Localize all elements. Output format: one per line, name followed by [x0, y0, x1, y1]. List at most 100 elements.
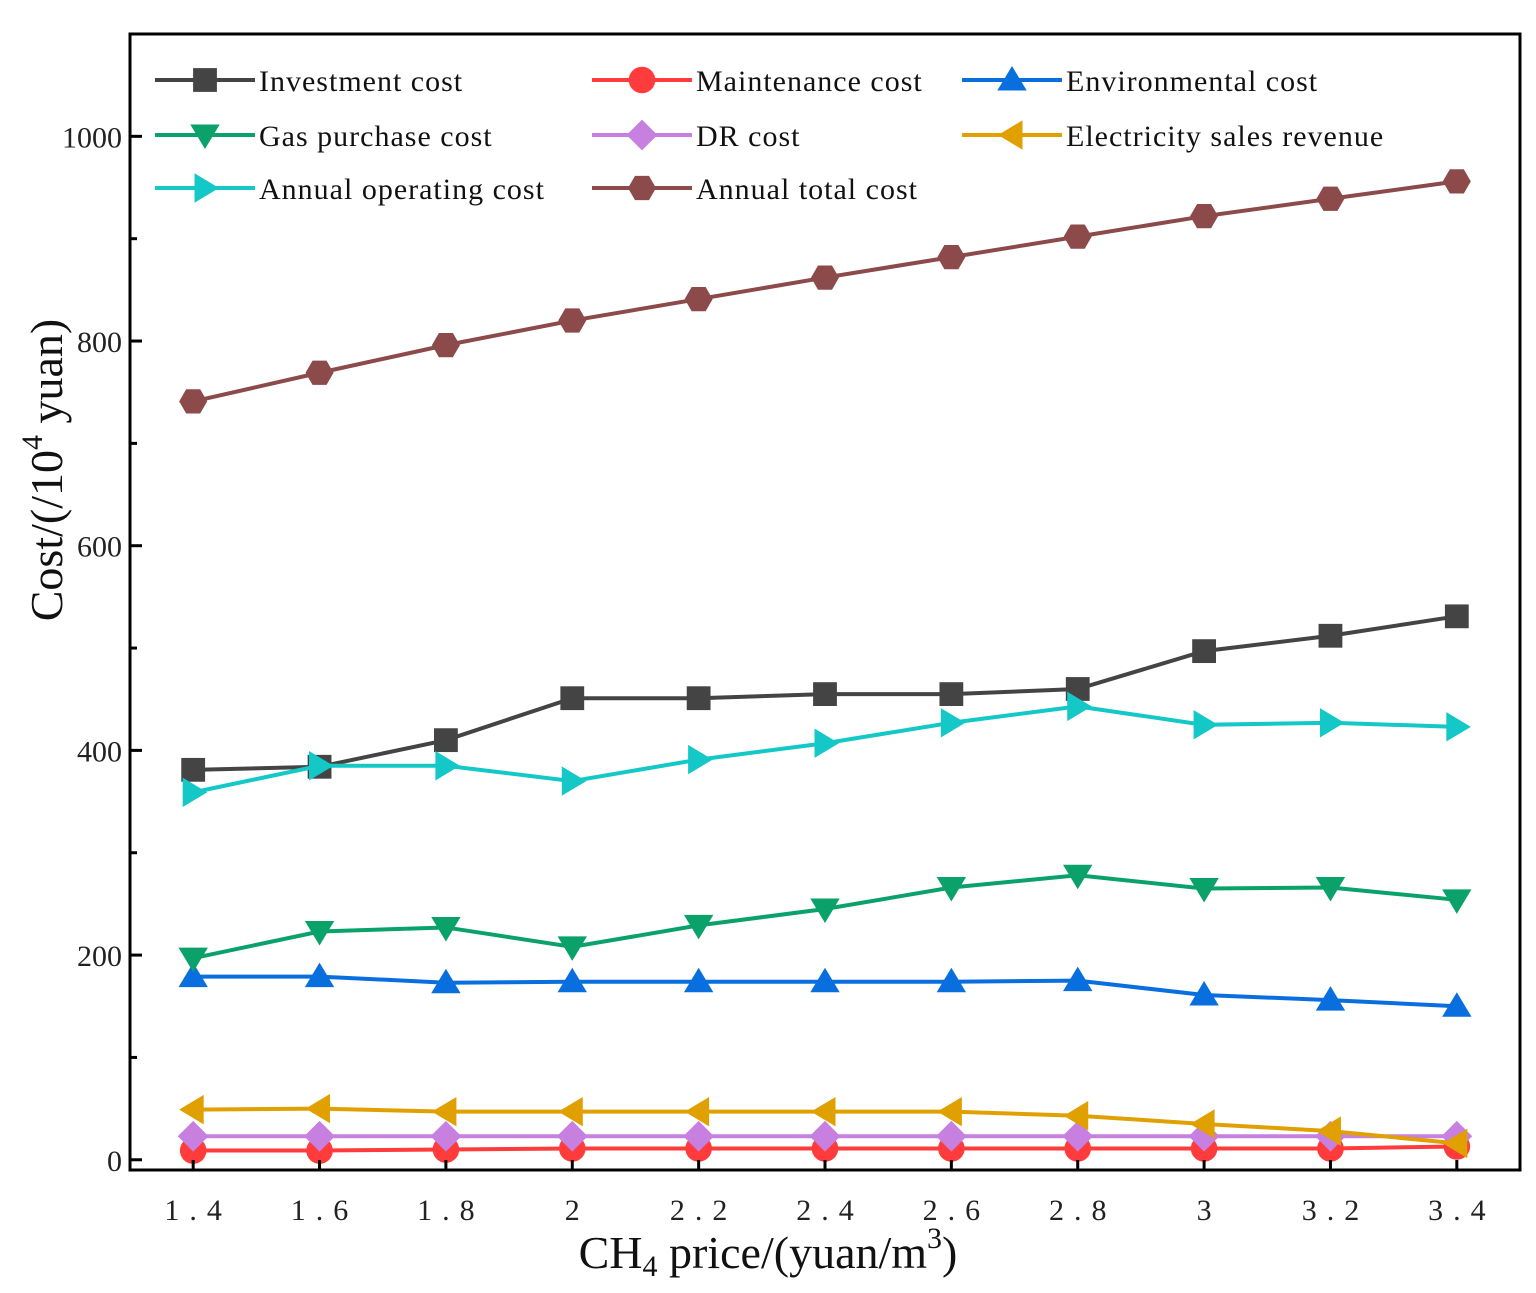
data-point [178, 962, 208, 988]
data-point [684, 286, 713, 312]
x-tick-label: 2.8 [1049, 1194, 1117, 1227]
x-tick-label: 1.8 [417, 1194, 485, 1227]
x-tick-label: 1.4 [164, 1194, 232, 1227]
data-point [814, 728, 839, 758]
x-tick-label: 1.6 [291, 1194, 359, 1227]
legend-label: DR cost [696, 120, 801, 153]
legend-label: Electricity sales revenue [1066, 120, 1384, 153]
data-point [561, 766, 587, 796]
data-point [1319, 708, 1345, 738]
y-tick-label: 1000 [62, 121, 122, 154]
data-point [1063, 224, 1092, 249]
data-point [305, 360, 334, 385]
data-point [810, 898, 840, 924]
data-point [686, 686, 711, 711]
y-tick-label: 600 [77, 531, 122, 564]
data-point [810, 967, 840, 993]
data-point [177, 1120, 209, 1152]
series-electricity-sales-revenue [179, 1093, 1468, 1159]
data-point [304, 962, 335, 988]
data-point [811, 1096, 836, 1127]
x-tick-label: 3.2 [1302, 1194, 1370, 1227]
data-point [811, 265, 839, 290]
data-point [1192, 639, 1216, 664]
data-point [179, 389, 208, 414]
legend-item: Annual operating cost [155, 173, 544, 206]
x-axis-title: CH4 price/(yuan/m3) [579, 1222, 958, 1283]
data-point [1316, 186, 1345, 211]
data-point [1189, 980, 1219, 1006]
data-point [1190, 1109, 1215, 1139]
y-tick-label: 400 [77, 735, 122, 768]
x-tick-label: 2.6 [923, 1194, 991, 1227]
legend-marker [997, 66, 1027, 91]
legend-marker [190, 124, 220, 149]
data-point [937, 1096, 962, 1127]
data-point [937, 244, 966, 270]
legend-marker [194, 173, 219, 203]
data-point [1442, 889, 1472, 914]
data-point [430, 1120, 462, 1152]
data-point [683, 967, 714, 993]
data-point [1189, 878, 1219, 903]
legend-layer: Investment cost Maintenance cost Environme… [155, 65, 1384, 206]
data-point [431, 332, 460, 358]
data-point [178, 947, 208, 973]
legend-label: Investment cost [259, 65, 463, 98]
legend-marker [998, 120, 1023, 150]
data-point [684, 1096, 710, 1127]
data-point [431, 968, 461, 994]
legend-marker [193, 68, 217, 92]
legend-label: Annual total cost [696, 173, 918, 206]
legend-label: Environmental cost [1066, 65, 1318, 98]
x-tick-label: 2 [565, 1194, 590, 1227]
data-point [1318, 623, 1343, 648]
legend-marker [628, 175, 656, 201]
data-point [431, 916, 461, 942]
data-point [1446, 712, 1471, 742]
data-point [935, 1120, 967, 1152]
data-point [1442, 1128, 1468, 1159]
data-point [182, 777, 208, 808]
data-point [305, 1093, 331, 1124]
legend-item: Investment cost [155, 65, 463, 98]
data-point [558, 308, 587, 333]
legend-item: Gas purchase cost [155, 120, 492, 153]
legend-marker [626, 119, 658, 151]
data-point [939, 682, 964, 707]
data-point [304, 1120, 335, 1152]
series-layer [177, 169, 1473, 1164]
legend-item: Annual total cost [592, 173, 918, 206]
legend-item: Environmental cost [962, 65, 1318, 98]
data-point [1190, 204, 1219, 229]
data-point [1063, 1101, 1089, 1131]
data-point [1063, 966, 1093, 992]
data-point [1063, 864, 1093, 890]
data-point [809, 1120, 841, 1152]
data-point [688, 744, 713, 775]
data-point [1442, 992, 1472, 1017]
y-tick-label: 800 [77, 326, 122, 359]
data-point [1315, 877, 1346, 902]
series-annual-operating-cost [182, 691, 1471, 808]
data-point [1067, 691, 1092, 722]
data-point [309, 751, 334, 781]
data-point [940, 708, 966, 738]
data-point [435, 751, 460, 781]
y-tick-label: 200 [77, 940, 122, 973]
data-point [431, 1096, 457, 1127]
data-point [936, 877, 967, 902]
x-tick-label: 2.4 [796, 1194, 864, 1227]
series-investment-cost [181, 604, 1469, 782]
legend-item: Maintenance cost [592, 65, 922, 98]
axis-layer: 0 200 400 600 800 1000 1.4 1.6 1.8 2 2.2 2.4 2.6 2.8 3… [62, 121, 1486, 1227]
data-point [556, 1120, 588, 1152]
data-point [1316, 1116, 1341, 1146]
data-point [434, 728, 458, 753]
series-gas-purchase-cost [178, 864, 1472, 973]
y-axis-title: Cost/(/104 yuan) [16, 319, 72, 622]
x-tick-label: 3 [1197, 1194, 1222, 1227]
data-point [1193, 710, 1219, 740]
series-environmental-cost [178, 962, 1472, 1017]
